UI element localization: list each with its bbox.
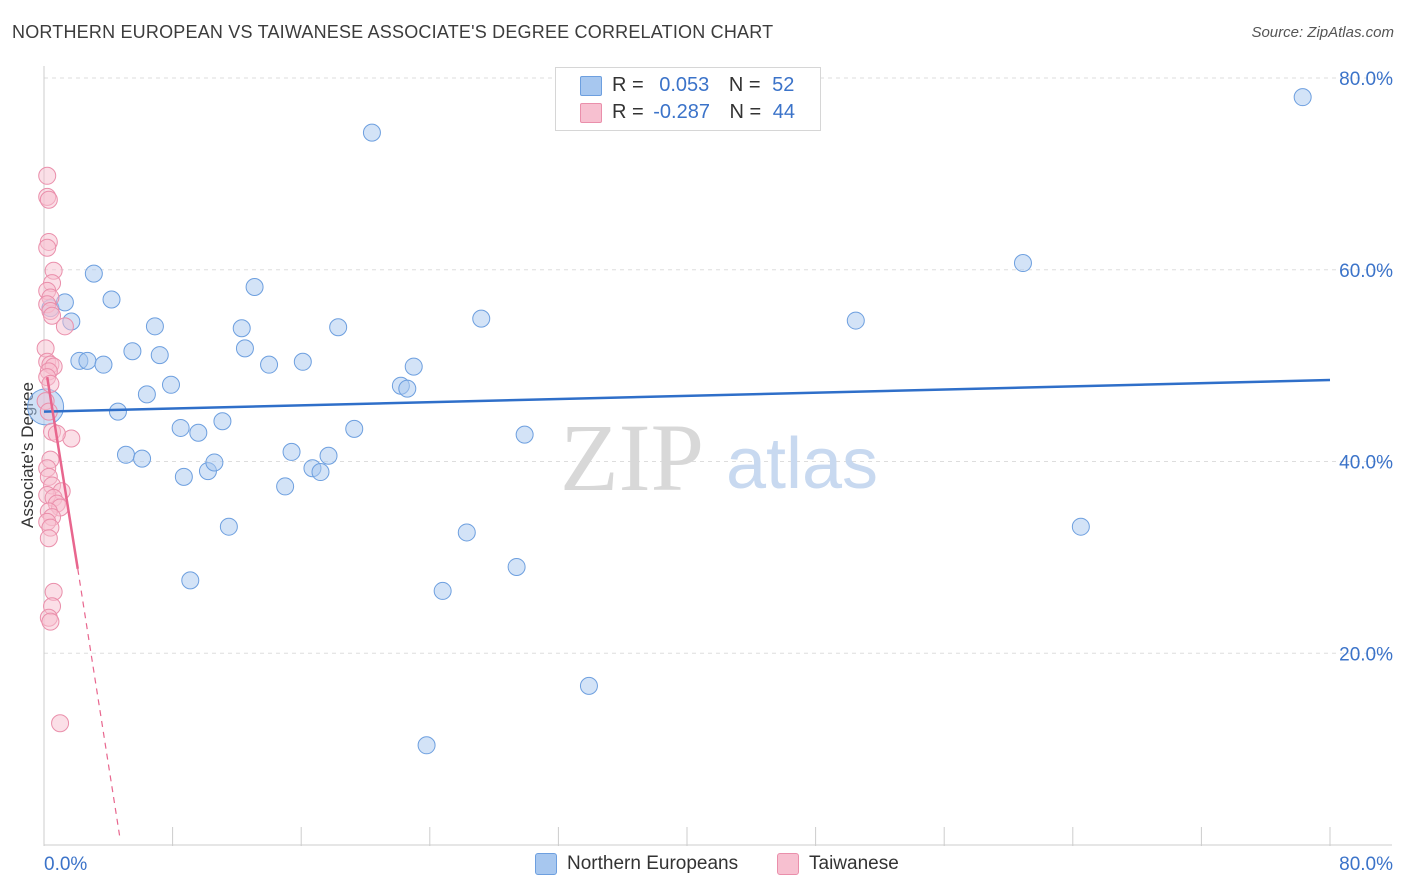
point-northern-europeans [123,342,142,361]
watermark-atlas: atlas [726,424,878,504]
legend-swatch-pink [580,103,602,123]
legend-label: Northern Europeans [567,853,739,874]
point-northern-europeans [1071,517,1090,536]
point-northern-europeans [1293,88,1312,107]
r-value: 0.053 [659,74,710,96]
r-label: R = [612,101,644,123]
point-northern-europeans [293,352,312,371]
point-northern-europeans [515,425,534,444]
point-northern-europeans [232,319,251,338]
source-label: Source: ZipAtlas.com [1251,24,1394,41]
point-northern-europeans [171,418,190,437]
point-northern-europeans [219,517,238,536]
point-northern-europeans [150,346,169,365]
axes [43,66,1392,846]
data-points [27,88,1312,755]
n-label: N = [729,101,762,123]
point-northern-europeans [507,557,526,576]
x-tick-label: 0.0% [44,854,87,875]
legend-swatch-blue [580,76,602,96]
y-tick-label: 60.0% [1339,261,1393,282]
point-northern-europeans [94,355,113,374]
point-northern-europeans [260,355,279,374]
point-northern-europeans [245,278,264,297]
point-northern-europeans [102,290,121,309]
stats-legend: R = 0.053 N = 52 R = -0.287 N = 44 [555,67,821,131]
legend-swatch-blue [535,853,557,875]
y-tick-label: 20.0% [1339,644,1393,665]
point-northern-europeans [235,339,254,358]
y-tick-label: 40.0% [1339,453,1393,474]
trend-line-taiwanese [45,376,79,570]
trend-lines [43,376,1331,836]
point-taiwanese [41,612,60,631]
n-value: 44 [772,101,796,123]
legend-swatch-pink [777,853,799,875]
watermark: ZIP atlas [560,404,878,511]
x-tick-label: 80.0% [1339,854,1393,875]
point-northern-europeans [846,311,865,330]
point-northern-europeans [189,423,208,442]
watermark-zip: ZIP [560,404,704,511]
point-northern-europeans [472,309,491,328]
r-label: R = [612,74,644,96]
y-tick-label: 80.0% [1339,69,1393,90]
point-northern-europeans [433,581,452,600]
point-taiwanese [38,238,57,257]
point-northern-europeans [84,264,103,283]
point-northern-europeans [133,449,152,468]
trend-line-northern-europeans [43,378,1331,413]
n-value: 52 [772,74,795,96]
point-northern-europeans [161,375,180,394]
point-taiwanese [43,306,62,325]
point-northern-europeans [404,357,423,376]
point-northern-europeans [205,453,224,472]
grid-lines [44,77,1392,654]
stats-text: R = 0.053 N = 52 [612,74,794,97]
point-northern-europeans [137,385,156,404]
point-northern-europeans [108,402,127,421]
point-northern-europeans [579,676,598,695]
point-northern-europeans [1013,254,1032,273]
point-taiwanese [55,317,74,336]
point-northern-europeans [282,442,301,461]
point-northern-europeans [417,736,436,755]
trend-line-taiwanese-extension [77,568,121,836]
point-northern-europeans [457,523,476,542]
point-northern-europeans [78,351,97,370]
point-northern-europeans [329,318,348,337]
point-taiwanese [39,190,58,209]
tick-labels: 20.0% 40.0% 60.0% 80.0% 0.0% 80.0% [44,69,1393,875]
point-northern-europeans [174,467,193,486]
n-label: N = [728,74,761,96]
chart-title: NORTHERN EUROPEAN VS TAIWANESE ASSOCIATE… [12,22,774,42]
legend-label: Taiwanese [809,853,899,874]
point-northern-europeans [345,419,364,438]
point-northern-europeans [398,379,417,398]
point-northern-europeans [145,317,164,336]
point-northern-europeans [276,477,295,496]
r-value: -0.287 [653,101,710,123]
point-northern-europeans [319,446,338,465]
point-taiwanese [39,529,58,548]
stats-text: R = -0.287 N = 44 [612,101,795,124]
point-northern-europeans [116,445,135,464]
point-northern-europeans [213,412,232,431]
point-northern-europeans [311,463,330,482]
point-northern-europeans [362,123,381,142]
point-taiwanese [51,714,70,733]
point-northern-europeans [181,571,200,590]
point-taiwanese [38,166,57,185]
